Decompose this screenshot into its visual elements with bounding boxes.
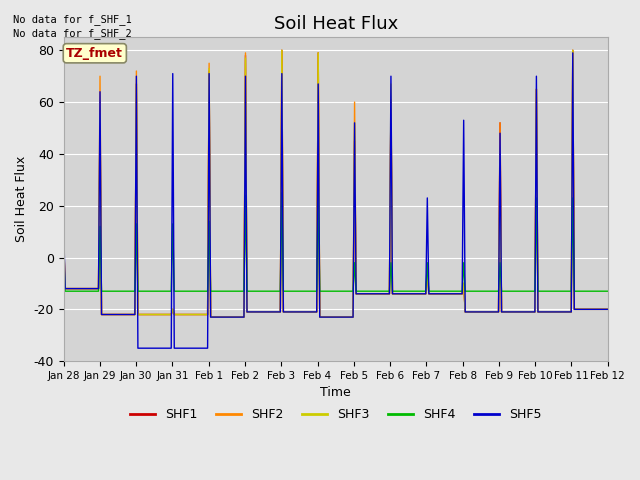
SHF2 (278, 48, 285, 53)
SHF4 (577, 288, 584, 294)
SHF3 (604, 306, 611, 312)
SHF2 (207, 314, 214, 320)
SHF2 (60, 237, 67, 242)
SHF3 (207, 314, 214, 320)
SHF4 (128, 288, 136, 294)
SHF3 (60, 237, 67, 242)
SHF5 (60, 224, 67, 229)
SHF1 (242, 53, 250, 59)
SHF2 (127, 312, 134, 317)
Text: No data for f_SHF_1: No data for f_SHF_1 (13, 13, 132, 24)
SHF1 (301, 309, 308, 315)
SHF5 (223, 314, 231, 320)
Y-axis label: Soil Heat Flux: Soil Heat Flux (15, 156, 28, 242)
Line: SHF2: SHF2 (63, 50, 607, 317)
SHF3 (242, 55, 250, 61)
SHF5 (127, 312, 134, 317)
SHF1 (577, 306, 584, 312)
Legend: SHF1, SHF2, SHF3, SHF4, SHF5: SHF1, SHF2, SHF3, SHF4, SHF5 (125, 403, 547, 426)
SHF2 (604, 306, 611, 312)
Line: SHF4: SHF4 (63, 193, 607, 291)
SHF4 (278, 190, 285, 196)
SHF1 (127, 312, 134, 317)
SHF4 (604, 288, 611, 294)
SHF3 (577, 306, 584, 312)
SHF4 (242, 192, 250, 198)
Title: Soil Heat Flux: Soil Heat Flux (273, 15, 398, 33)
SHF1 (223, 314, 231, 320)
SHF1 (251, 309, 259, 315)
Text: TZ_fmet: TZ_fmet (67, 47, 124, 60)
SHF1 (60, 237, 67, 242)
SHF4 (301, 288, 308, 294)
SHF2 (301, 309, 308, 315)
SHF2 (242, 50, 250, 56)
SHF3 (278, 48, 285, 53)
SHF2 (223, 314, 231, 320)
Line: SHF5: SHF5 (63, 53, 607, 348)
SHF5 (604, 306, 611, 312)
SHF4 (61, 288, 69, 294)
SHF5 (577, 306, 584, 312)
Text: No data for f_SHF_2: No data for f_SHF_2 (13, 28, 132, 39)
SHF3 (127, 312, 134, 317)
SHF1 (278, 48, 285, 53)
SHF5 (134, 345, 141, 351)
SHF5 (569, 50, 577, 56)
SHF5 (300, 309, 307, 315)
SHF4 (223, 288, 231, 294)
SHF2 (577, 306, 584, 312)
SHF4 (251, 288, 259, 294)
SHF5 (242, 73, 250, 79)
SHF4 (60, 252, 67, 258)
SHF5 (251, 309, 259, 315)
SHF3 (223, 314, 231, 320)
SHF2 (251, 309, 259, 315)
Line: SHF1: SHF1 (63, 50, 607, 317)
SHF1 (207, 314, 214, 320)
SHF3 (251, 309, 259, 315)
X-axis label: Time: Time (320, 386, 351, 399)
SHF3 (301, 309, 308, 315)
Line: SHF3: SHF3 (63, 50, 607, 317)
SHF1 (604, 306, 611, 312)
